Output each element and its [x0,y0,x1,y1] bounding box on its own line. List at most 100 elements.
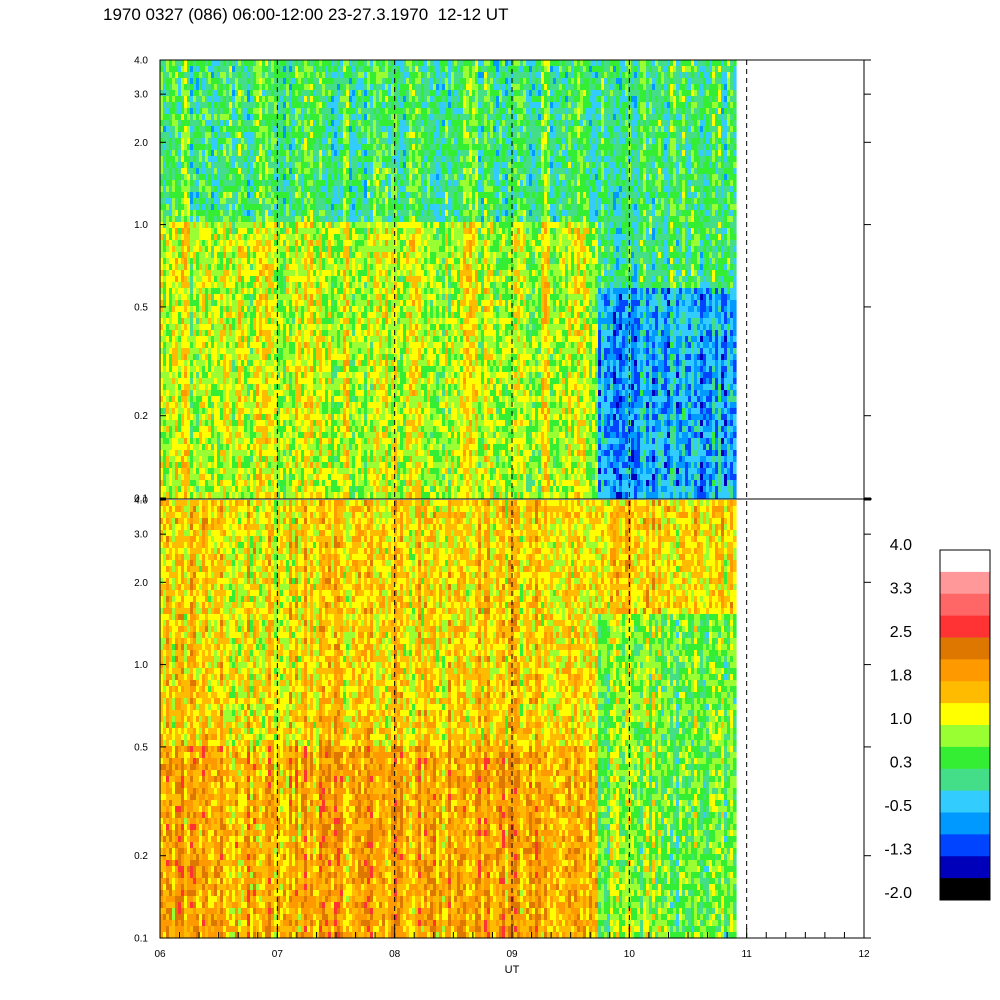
spectrogram-cell [178,108,182,115]
spectrogram-cell [235,108,239,115]
spectrogram-cell [241,108,245,115]
spectrogram-cell [247,366,251,373]
spectrogram-cell [211,384,215,391]
spectrogram-cell [196,294,200,301]
spectrogram-cell [223,252,227,259]
spectrogram-cell [250,402,254,409]
spectrogram-cell [190,468,194,475]
spectrogram-cell [190,312,194,319]
spectrogram-cell [199,456,203,463]
spectrogram-cell [220,294,224,301]
spectrogram-cell [238,246,242,253]
spectrogram-cell [223,108,227,115]
spectrogram-cell [163,60,167,67]
spectrogram-cell [235,186,239,193]
spectrogram-cell [208,270,212,277]
spectrogram-cell [181,468,185,475]
spectrogram-cell [181,492,185,499]
spectrogram-cell [163,108,167,115]
spectrogram-cell [238,396,242,403]
spectrogram-cell [205,168,209,175]
spectrogram-cell [190,240,194,247]
spectrogram-cell [163,132,167,139]
spectrogram-cell [214,78,218,85]
spectrogram-cell [247,126,251,133]
spectrogram-cell [211,360,215,367]
spectrogram-cell [160,216,164,223]
spectrogram-cell [193,96,197,103]
spectrogram-cell [211,432,215,439]
spectrogram-cell [244,336,248,343]
spectrogram-cell [253,108,257,115]
spectrogram-cell [226,450,230,457]
spectrogram-cell [181,378,185,385]
spectrogram-cell [184,426,188,433]
spectrogram-cell [199,192,203,199]
spectrogram-cell [196,420,200,427]
spectrogram-cell [163,270,167,277]
spectrogram-cell [178,264,182,271]
spectrogram-cell [178,324,182,331]
spectrogram-cell [235,180,239,187]
spectrogram-cell [235,432,239,439]
spectrogram-cell [166,240,170,247]
spectrogram-cell [169,330,173,337]
spectrogram-cell [226,66,230,73]
spectrogram-cell [229,318,233,325]
spectrogram-cell [169,444,173,451]
spectrogram-cell [238,492,242,499]
spectrogram-cell [238,420,242,427]
spectrogram-cell [211,486,215,493]
spectrogram-cell [250,66,254,73]
spectrogram-cell [166,336,170,343]
spectrogram-cell [202,474,206,481]
spectrogram-cell [160,252,164,259]
spectrogram-cell [253,90,257,97]
spectrogram-cell [175,378,179,385]
spectrogram-cell [217,426,221,433]
spectrogram-cell [211,390,215,397]
spectrogram-cell [190,294,194,301]
spectrogram-cell [169,246,173,253]
spectrogram-cell [226,492,230,499]
spectrogram-cell [223,96,227,103]
spectrogram-cell [178,216,182,223]
spectrogram-cell [181,300,185,307]
spectrogram-cell [196,216,200,223]
spectrogram-cell [232,288,236,295]
spectrogram-cell [241,66,245,73]
spectrogram-cell [166,408,170,415]
spectrogram-cell [190,264,194,271]
spectrogram-cell [220,198,224,205]
spectrogram-cell [199,312,203,319]
spectrogram-cell [220,270,224,277]
spectrogram-cell [181,294,185,301]
spectrogram-cell [202,294,206,301]
spectrogram-cell [238,144,242,151]
spectrogram-cell [199,60,203,67]
spectrogram-cell [217,78,221,85]
spectrogram-cell [232,384,236,391]
spectrogram-cell [226,330,230,337]
spectrogram-cell [229,174,233,181]
spectrogram-cell [232,378,236,385]
spectrogram-cell [184,180,188,187]
spectrogram-cell [199,444,203,451]
spectrogram-cell [202,384,206,391]
spectrogram-cell [229,210,233,217]
spectrogram-cell [250,84,254,91]
spectrogram-cell [172,156,176,163]
spectrogram-cell [178,300,182,307]
spectrogram-cell [163,414,167,421]
spectrogram-cell [232,246,236,253]
spectrogram-cell [235,168,239,175]
spectrogram-cell [217,174,221,181]
spectrogram-cell [193,414,197,421]
spectrogram-cell [175,450,179,457]
spectrogram-cell [235,330,239,337]
spectrogram-cell [241,126,245,133]
spectrogram-cell [226,306,230,313]
spectrogram-cell [241,378,245,385]
spectrogram-cell [241,150,245,157]
spectrogram-cell [220,264,224,271]
